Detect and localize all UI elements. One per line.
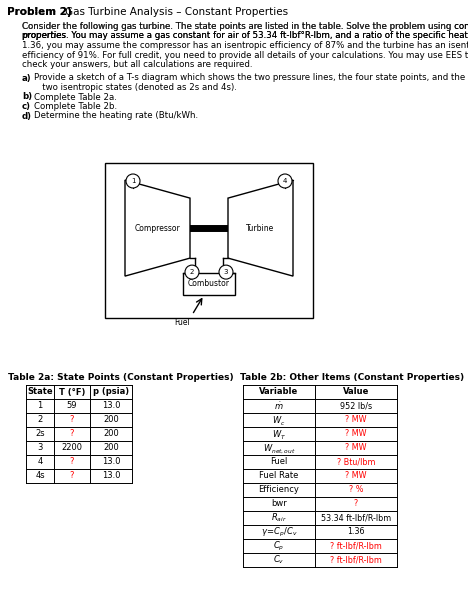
Text: Turbine: Turbine xyxy=(246,224,275,232)
Text: $\dot{m}$: $\dot{m}$ xyxy=(274,400,284,412)
Text: 952 lb/s: 952 lb/s xyxy=(340,402,372,410)
Text: ? MW: ? MW xyxy=(345,472,367,480)
Polygon shape xyxy=(125,180,190,276)
Text: Provide a sketch of a T-s diagram which shows the two pressure lines, the four s: Provide a sketch of a T-s diagram which … xyxy=(34,74,465,82)
Text: Table 2a: State Points (Constant Properties): Table 2a: State Points (Constant Propert… xyxy=(8,373,234,382)
Text: Problem 2)   Gas Turbine Analysis – Constant Properties: Problem 2) Gas Turbine Analysis – Consta… xyxy=(7,7,297,17)
Text: Fuel: Fuel xyxy=(174,318,190,327)
Text: check your answers, but all calculations are required.: check your answers, but all calculations… xyxy=(22,60,253,69)
Text: ? MW: ? MW xyxy=(345,443,367,453)
Text: Gas Turbine Analysis – Constant Properties: Gas Turbine Analysis – Constant Properti… xyxy=(65,7,288,17)
Text: a): a) xyxy=(22,74,32,82)
Text: Consider the following gas turbine. The state points are listed in the table. So: Consider the following gas turbine. The … xyxy=(22,22,454,31)
Text: $C_v$: $C_v$ xyxy=(273,554,285,566)
Text: ? MW: ? MW xyxy=(345,416,367,424)
Text: Consider the following gas turbine. The state points are listed in the table. So: Consider the following gas turbine. The … xyxy=(22,22,454,31)
Text: Consider the following gas turbine. The state points are listed in the table. So: Consider the following gas turbine. The … xyxy=(22,22,468,31)
Text: Fuel: Fuel xyxy=(271,458,288,467)
Text: Compressor: Compressor xyxy=(135,224,180,232)
Text: 200: 200 xyxy=(103,416,119,424)
Text: properties. You may assume a gas constant for air of 53.34 ft-lbf°R-lbm, and a r: properties. You may assume a gas constan… xyxy=(22,31,468,41)
Text: 13.0: 13.0 xyxy=(102,472,120,480)
Text: properties: properties xyxy=(22,31,66,41)
Text: State: State xyxy=(27,387,53,397)
Text: ? MW: ? MW xyxy=(345,429,367,438)
Text: $C_p$: $C_p$ xyxy=(273,539,285,552)
Text: $\dot{W}_c$: $\dot{W}_c$ xyxy=(272,412,286,427)
Text: 13.0: 13.0 xyxy=(102,402,120,410)
Text: 1: 1 xyxy=(131,178,135,184)
Text: T (°F): T (°F) xyxy=(59,387,85,397)
Text: 200: 200 xyxy=(103,429,119,438)
Text: ? %: ? % xyxy=(349,485,363,494)
Text: 3: 3 xyxy=(37,443,43,453)
Circle shape xyxy=(219,265,233,279)
Text: $\dot{W}_{net,out}$: $\dot{W}_{net,out}$ xyxy=(263,440,295,456)
Text: 13.0: 13.0 xyxy=(102,458,120,467)
Bar xyxy=(105,163,313,318)
Text: Consider the following gas turbine. The state points are listed in the table. So: Consider the following gas turbine. The … xyxy=(22,22,468,31)
Text: Problem 2): Problem 2) xyxy=(7,7,72,17)
Text: 4s: 4s xyxy=(35,472,45,480)
Text: Complete Table 2a.: Complete Table 2a. xyxy=(34,92,117,101)
Polygon shape xyxy=(228,180,293,276)
Circle shape xyxy=(126,174,140,188)
Text: Fuel Rate: Fuel Rate xyxy=(259,472,299,480)
Text: ? ft-lbf/R-lbm: ? ft-lbf/R-lbm xyxy=(330,555,382,565)
Text: c): c) xyxy=(22,102,31,111)
Text: two isentropic states (denoted as 2s and 4s).: two isentropic states (denoted as 2s and… xyxy=(34,83,237,92)
Text: Variable: Variable xyxy=(259,387,299,397)
Text: 2: 2 xyxy=(37,416,43,424)
Text: ?: ? xyxy=(70,472,74,480)
Circle shape xyxy=(278,174,292,188)
Text: 59: 59 xyxy=(67,402,77,410)
Text: 2: 2 xyxy=(190,269,194,275)
Text: ?: ? xyxy=(70,416,74,424)
Bar xyxy=(183,273,235,295)
Text: 4: 4 xyxy=(37,458,43,467)
Text: 2200: 2200 xyxy=(61,443,82,453)
Text: Complete Table 2b.: Complete Table 2b. xyxy=(34,102,117,111)
Text: 4: 4 xyxy=(283,178,287,184)
Text: p (psia): p (psia) xyxy=(93,387,129,397)
Text: Efficiency: Efficiency xyxy=(258,485,300,494)
Text: ?: ? xyxy=(70,458,74,467)
Text: Combustor: Combustor xyxy=(188,279,230,288)
Text: 2s: 2s xyxy=(35,429,45,438)
Text: efficiency of 91%. For full credit, you need to provide all details of your calc: efficiency of 91%. For full credit, you … xyxy=(22,50,468,60)
Text: ? ft-lbf/R-lbm: ? ft-lbf/R-lbm xyxy=(330,541,382,550)
Text: ? Btu/lbm: ? Btu/lbm xyxy=(337,458,375,467)
Text: 53.34 ft-lbf/R-lbm: 53.34 ft-lbf/R-lbm xyxy=(321,514,391,523)
Text: ?: ? xyxy=(70,429,74,438)
Text: 3: 3 xyxy=(224,269,228,275)
Text: Table 2b: Other Items (Constant Properties): Table 2b: Other Items (Constant Properti… xyxy=(240,373,464,382)
Text: d): d) xyxy=(22,111,32,121)
Text: Consider the following gas turbine. The state points are listed in the table. So: Consider the following gas turbine. The … xyxy=(22,22,468,31)
Text: 1.36: 1.36 xyxy=(347,528,365,536)
Text: $\gamma\!=\!C_p/C_v$: $\gamma\!=\!C_p/C_v$ xyxy=(261,525,297,539)
Text: Value: Value xyxy=(343,387,369,397)
Text: bwr: bwr xyxy=(271,499,287,509)
Text: 1: 1 xyxy=(37,402,43,410)
Circle shape xyxy=(185,265,199,279)
Text: 200: 200 xyxy=(103,443,119,453)
Text: $R_{air}$: $R_{air}$ xyxy=(271,512,287,524)
Text: Determine the heating rate (Btu/kWh.: Determine the heating rate (Btu/kWh. xyxy=(34,111,198,121)
Text: $\dot{W}_T$: $\dot{W}_T$ xyxy=(272,426,286,442)
Text: 1.36, you may assume the compressor has an isentropic efficiency of 87% and the : 1.36, you may assume the compressor has … xyxy=(22,41,468,50)
Text: b): b) xyxy=(22,92,32,101)
Text: Problem 2): Problem 2) xyxy=(7,7,72,17)
Text: ?: ? xyxy=(354,499,358,509)
Text: properties. You may assume a gas constant for air of 53.34 ft-lbf°R-lbm, and a r: properties. You may assume a gas constan… xyxy=(22,31,468,41)
